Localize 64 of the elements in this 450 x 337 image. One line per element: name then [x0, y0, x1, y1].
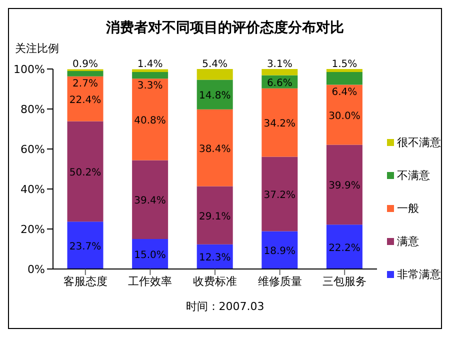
bar	[196, 186, 233, 244]
x-tick-label: 客服态度	[63, 274, 108, 288]
data-label: 39.4%	[134, 196, 166, 207]
x-tick-label: 工作效率	[128, 274, 172, 288]
data-label: 0.9%	[72, 59, 98, 70]
data-label: 6.6%	[266, 78, 292, 89]
data-label: 3.3%	[137, 80, 163, 92]
data-label: 23.7%	[69, 241, 102, 252]
bar	[326, 72, 362, 85]
data-label: 1.4%	[137, 59, 163, 70]
data-label: 39.9%	[328, 180, 360, 192]
bar	[262, 69, 298, 76]
legend-label: 非常满意	[397, 267, 441, 282]
bar	[196, 109, 233, 186]
legend-label: 满意	[397, 234, 419, 249]
data-label: 14.8%	[198, 90, 231, 102]
legend-label: 一般	[397, 201, 419, 216]
bar	[67, 222, 104, 269]
bar	[262, 156, 298, 232]
data-label: 3.1%	[266, 59, 292, 70]
bar	[196, 80, 233, 110]
bar	[262, 231, 298, 269]
data-label: 22.4%	[69, 94, 102, 106]
x-tick-label: 维修质量	[258, 274, 302, 288]
x-tick-label: 收费标准	[193, 274, 237, 288]
data-label: 2.7%	[72, 78, 98, 90]
data-label: 38.4%	[198, 144, 231, 155]
bar	[326, 224, 362, 269]
data-label: 30.0%	[328, 110, 360, 122]
data-label: 22.2%	[328, 242, 360, 254]
legend-label: 很不满意	[397, 135, 441, 150]
bar	[132, 69, 168, 72]
data-label: 6.4%	[332, 86, 358, 98]
y-axis-title: 关注比例	[15, 41, 59, 56]
data-label: 15.0%	[134, 250, 166, 261]
data-label: 1.5%	[332, 59, 358, 70]
chart-title: 消费者对不同项目的评价态度分布对比	[105, 19, 345, 37]
data-label: 29.1%	[198, 211, 231, 222]
bar	[326, 69, 362, 72]
bar	[262, 88, 298, 157]
y-tick-label: 60%	[20, 142, 45, 156]
y-tick-label: 0%	[28, 262, 45, 276]
bar	[326, 84, 362, 145]
data-label: 18.9%	[264, 246, 296, 258]
data-label: 37.2%	[264, 190, 296, 201]
y-tick-label: 80%	[20, 102, 45, 116]
data-label: 40.8%	[134, 115, 166, 126]
data-label: 50.2%	[69, 167, 102, 178]
bar	[67, 71, 104, 76]
data-label: 34.2%	[264, 118, 296, 130]
data-label: 12.3%	[198, 252, 231, 264]
text: 时间：2007.03	[184, 299, 266, 314]
bar	[132, 78, 168, 160]
bar	[326, 144, 362, 225]
y-tick-label: 20%	[20, 222, 45, 236]
y-tick-label: 100%	[14, 62, 45, 76]
bar	[196, 69, 233, 80]
legend-label: 不满意	[397, 168, 430, 183]
bar	[132, 160, 168, 239]
y-tick-label: 40%	[20, 182, 45, 196]
bar	[132, 72, 168, 79]
bar	[67, 121, 104, 222]
x-tick-label: 三包服务	[322, 274, 367, 288]
data-label: 5.4%	[202, 59, 228, 70]
